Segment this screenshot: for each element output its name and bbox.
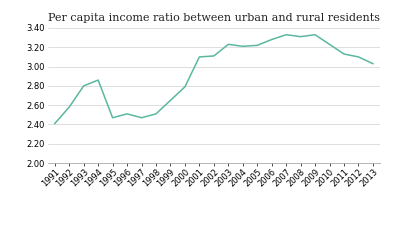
Title: Per capita income ratio between urban and rural residents: Per capita income ratio between urban an…	[48, 13, 380, 23]
